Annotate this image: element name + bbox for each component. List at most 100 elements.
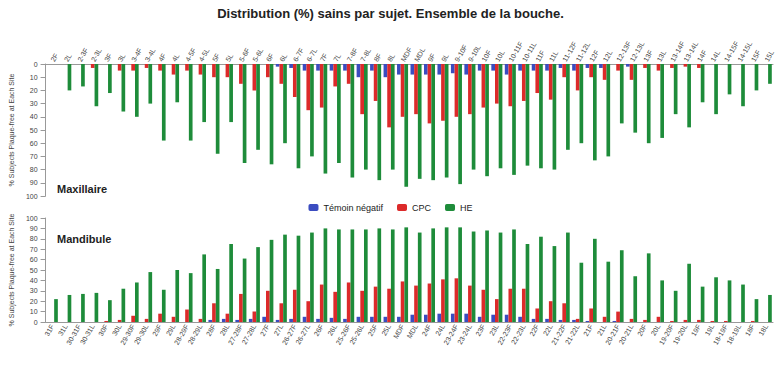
svg-text:23-24L: 23-24L	[456, 323, 473, 345]
svg-text:40: 40	[30, 113, 38, 120]
svg-text:5L: 5L	[224, 52, 234, 62]
svg-text:12F: 12F	[588, 49, 600, 63]
svg-text:40: 40	[30, 277, 38, 284]
svg-text:0: 0	[34, 319, 38, 326]
svg-text:23F: 23F	[474, 323, 486, 337]
svg-text:Distribution (%) sains par suj: Distribution (%) sains par sujet. Ensemb…	[217, 6, 564, 21]
svg-text:60: 60	[30, 140, 38, 147]
svg-text:10L: 10L	[494, 49, 506, 63]
svg-text:9L: 9L	[440, 52, 450, 62]
svg-text:9F: 9F	[426, 52, 436, 63]
svg-text:% Subjects Plaque-free at Each: % Subjects Plaque-free at Each Site	[8, 73, 16, 186]
svg-text:3L: 3L	[117, 52, 127, 62]
svg-text:30F: 30F	[97, 323, 109, 337]
svg-text:60: 60	[30, 256, 38, 263]
svg-text:12L: 12L	[602, 49, 614, 63]
svg-text:20: 20	[30, 87, 38, 94]
svg-text:21F: 21F	[582, 323, 594, 337]
svg-text:50: 50	[30, 267, 38, 274]
svg-text:11F: 11F	[534, 49, 546, 62]
svg-text:24L: 24L	[434, 323, 446, 337]
svg-text:18-19L: 18-19L	[725, 323, 742, 345]
svg-text:90: 90	[30, 179, 38, 186]
svg-text:2-3L: 2-3L	[90, 47, 103, 63]
svg-text:30: 30	[30, 100, 38, 107]
svg-text:19F: 19F	[690, 323, 702, 337]
svg-text:27-28L: 27-28L	[240, 323, 257, 345]
svg-text:20: 20	[30, 298, 38, 305]
svg-text:22L: 22L	[542, 323, 554, 337]
svg-text:29L: 29L	[165, 323, 177, 337]
svg-text:22F: 22F	[528, 323, 540, 337]
svg-text:70: 70	[30, 153, 38, 160]
svg-text:28L: 28L	[219, 323, 231, 337]
svg-text:14L: 14L	[709, 49, 721, 63]
svg-text:21L: 21L	[596, 323, 608, 337]
svg-text:25F: 25F	[367, 323, 379, 337]
svg-text:30-31L: 30-31L	[79, 323, 96, 345]
svg-text:19-20L: 19-20L	[672, 323, 689, 345]
svg-text:20F: 20F	[636, 323, 648, 337]
svg-text:2-3F: 2-3F	[76, 47, 89, 63]
svg-text:28F: 28F	[205, 323, 217, 337]
svg-text:19L: 19L	[704, 323, 716, 337]
svg-text:30L: 30L	[111, 323, 123, 337]
svg-text:70: 70	[30, 246, 38, 253]
svg-text:HE: HE	[460, 203, 473, 213]
svg-text:11L: 11L	[548, 50, 560, 63]
svg-text:2F: 2F	[49, 52, 59, 63]
svg-text:25-26L: 25-26L	[348, 323, 365, 345]
svg-text:24F: 24F	[420, 323, 432, 337]
svg-text:29-30L: 29-30L	[133, 323, 150, 345]
svg-text:20-21L: 20-21L	[618, 323, 635, 345]
svg-text:22-23L: 22-23L	[510, 323, 527, 345]
svg-text:6-7F: 6-7F	[292, 47, 305, 63]
svg-text:31L: 31L	[57, 323, 69, 337]
svg-text:3-4F: 3-4F	[130, 47, 143, 63]
svg-text:80: 80	[30, 235, 38, 242]
svg-text:15F: 15F	[750, 49, 762, 63]
svg-text:0: 0	[34, 61, 38, 68]
svg-text:18L: 18L	[757, 323, 769, 337]
svg-text:6F: 6F	[265, 52, 275, 63]
svg-text:25L: 25L	[380, 323, 392, 337]
svg-text:15L: 15L	[763, 49, 775, 63]
svg-text:3F: 3F	[103, 52, 113, 63]
svg-text:Mandibule: Mandibule	[57, 233, 111, 245]
svg-text:MDL: MDL	[413, 46, 426, 62]
svg-text:27F: 27F	[259, 323, 271, 337]
svg-text:29F: 29F	[151, 323, 163, 337]
svg-text:4-5F: 4-5F	[184, 47, 197, 63]
svg-text:4L: 4L	[171, 52, 181, 62]
svg-text:7-8F: 7-8F	[346, 47, 359, 63]
svg-text:MDL: MDL	[406, 323, 419, 339]
svg-text:7-8L: 7-8L	[359, 47, 372, 63]
svg-text:7F: 7F	[319, 52, 329, 63]
svg-text:8L: 8L	[386, 52, 396, 62]
svg-text:21-22L: 21-22L	[564, 323, 581, 345]
svg-text:Témoin négatif: Témoin négatif	[323, 203, 383, 213]
svg-text:10: 10	[30, 74, 38, 81]
svg-text:8F: 8F	[373, 52, 383, 63]
svg-text:4F: 4F	[157, 52, 167, 63]
svg-text:27L: 27L	[272, 323, 284, 337]
svg-text:26-27L: 26-27L	[294, 323, 311, 345]
svg-text:7L: 7L	[332, 52, 342, 62]
svg-text:% Subjects Plaque-free at Each: % Subjects Plaque-free at Each Site	[8, 213, 16, 326]
svg-text:18F: 18F	[744, 323, 756, 337]
svg-text:3-4L: 3-4L	[144, 47, 157, 63]
svg-text:28-29L: 28-29L	[187, 323, 204, 345]
svg-text:90: 90	[30, 225, 38, 232]
svg-text:2L: 2L	[63, 52, 73, 62]
svg-text:MDF: MDF	[392, 323, 406, 340]
svg-text:80: 80	[30, 166, 38, 173]
svg-text:5F: 5F	[211, 52, 221, 63]
svg-text:26F: 26F	[313, 323, 325, 337]
svg-text:4-5L: 4-5L	[197, 47, 210, 63]
svg-text:10F: 10F	[480, 49, 492, 63]
svg-text:10: 10	[30, 308, 38, 315]
svg-text:6L: 6L	[278, 52, 288, 62]
svg-text:14F: 14F	[696, 49, 708, 63]
svg-text:31F: 31F	[43, 323, 55, 337]
svg-text:13F: 13F	[642, 49, 654, 63]
